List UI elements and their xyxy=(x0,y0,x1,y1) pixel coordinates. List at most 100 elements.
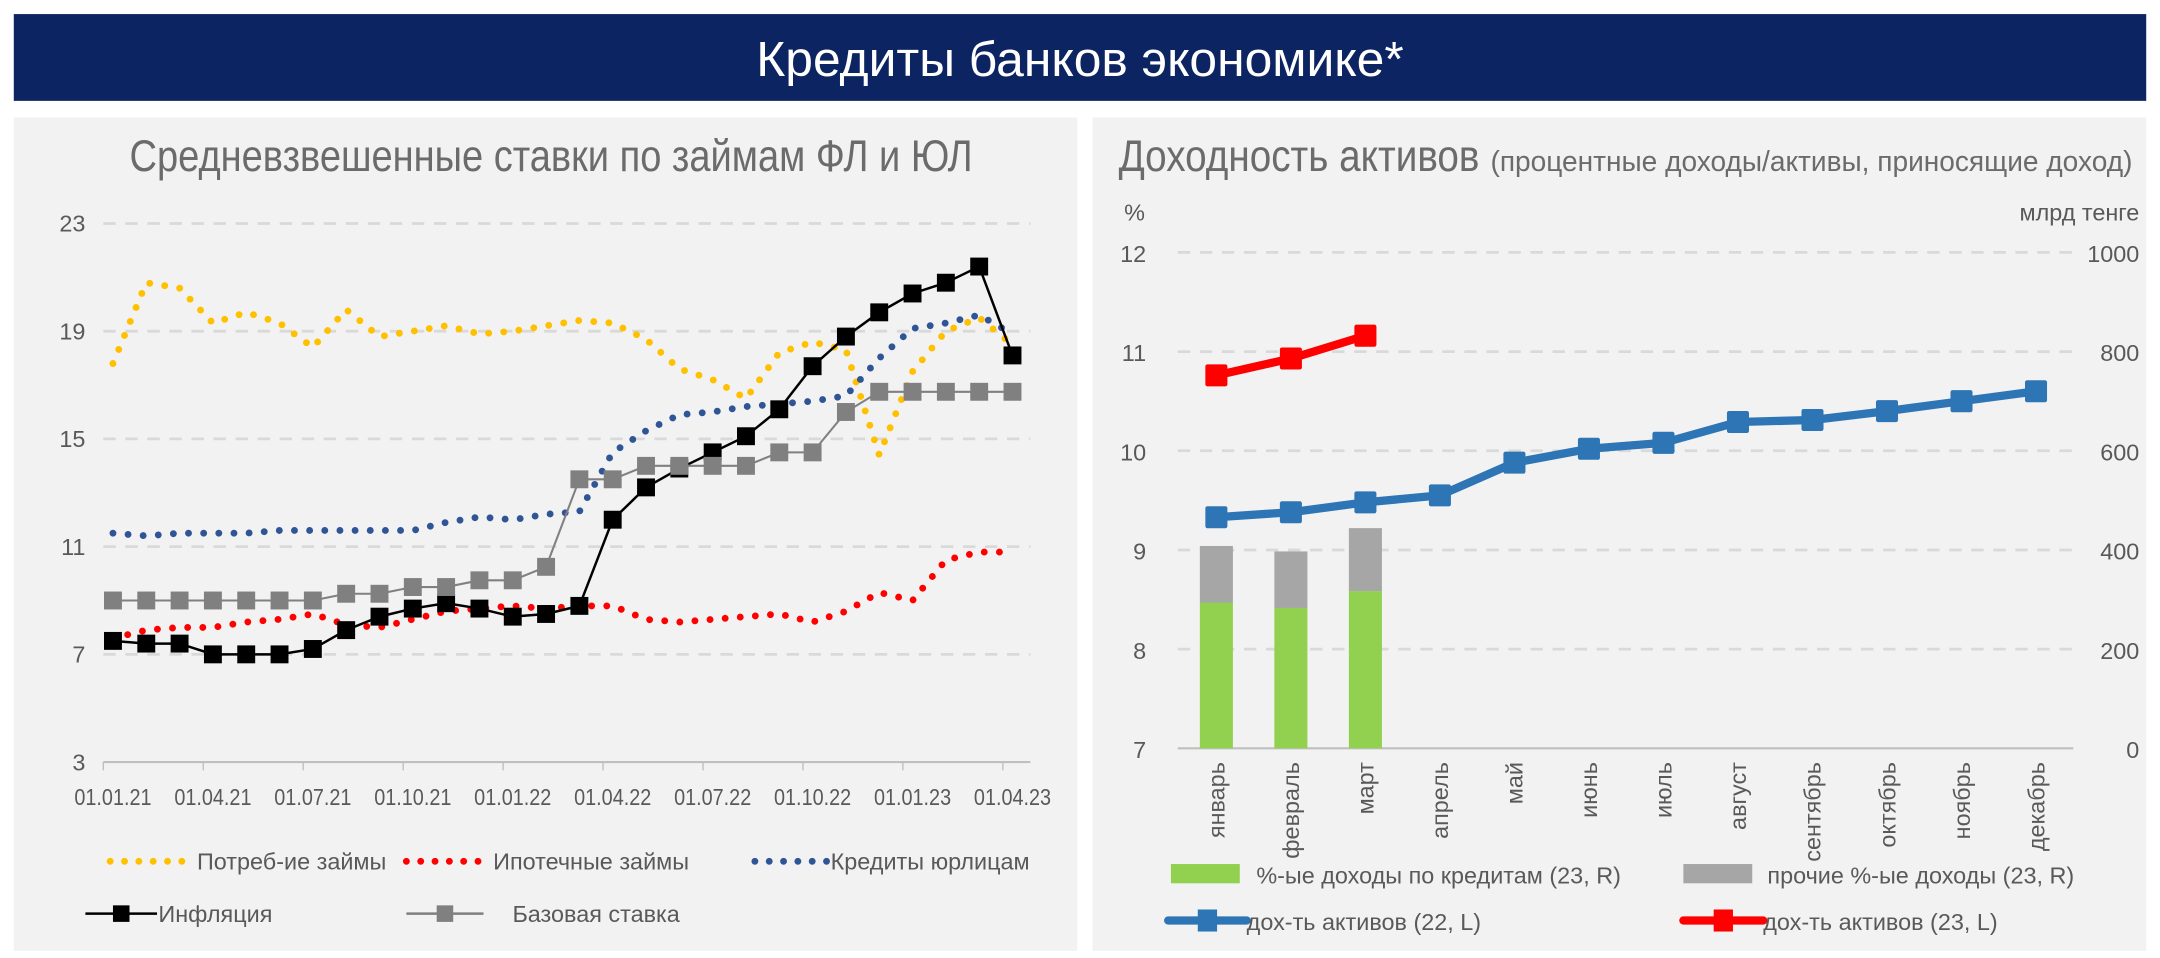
data-point xyxy=(1003,346,1022,365)
x-category-label: март xyxy=(1353,762,1379,815)
data-point xyxy=(603,510,622,529)
data-point xyxy=(303,640,322,658)
legend-label: прочие %-ые доходы (23, R) xyxy=(1767,862,2074,888)
data-point xyxy=(703,443,722,462)
series-line-1 xyxy=(109,548,1016,642)
data-point xyxy=(370,584,389,603)
data-point xyxy=(270,645,289,664)
data-point xyxy=(137,591,156,610)
data-point xyxy=(303,591,322,610)
line-series-0 xyxy=(1216,387,2037,522)
data-point xyxy=(870,382,889,401)
left-y-tick-label: 10 xyxy=(1120,439,1146,465)
x-category-label: май xyxy=(1502,762,1528,804)
legend-label: Инфляция xyxy=(158,901,272,927)
data-point xyxy=(403,578,422,596)
data-point xyxy=(470,571,489,590)
legend-marker xyxy=(112,905,130,922)
data-point xyxy=(237,645,256,664)
data-point xyxy=(1875,400,1899,423)
x-category-label: октябрь xyxy=(1874,762,1900,848)
data-point xyxy=(936,382,955,401)
data-point xyxy=(1428,484,1451,507)
data-point xyxy=(170,591,189,610)
data-point xyxy=(903,284,922,303)
data-point xyxy=(737,456,755,475)
data-point xyxy=(337,621,356,640)
data-point xyxy=(503,571,522,590)
data-point xyxy=(237,591,256,610)
x-category-label: август xyxy=(1725,762,1751,830)
data-point xyxy=(1003,382,1022,401)
right-y-tick-label: 600 xyxy=(2100,439,2139,465)
y-tick-label: 19 xyxy=(59,318,85,344)
data-point xyxy=(970,257,989,276)
data-point xyxy=(437,578,456,596)
data-point xyxy=(1354,491,1377,514)
x-category-label: декабрь xyxy=(2023,762,2049,851)
left-y-tick-label: 11 xyxy=(1122,340,1146,366)
data-point xyxy=(803,357,822,376)
data-point xyxy=(437,594,456,613)
x-tick-label: 01.01.22 xyxy=(474,784,551,810)
data-point xyxy=(104,631,122,650)
y-tick-label: 23 xyxy=(59,211,85,237)
legend-marker xyxy=(1197,909,1218,932)
legend-label: Ипотечные займы xyxy=(493,849,689,875)
left-axis-label: % xyxy=(1124,200,1145,226)
data-point xyxy=(836,327,855,346)
x-tick-label: 01.04.22 xyxy=(574,784,651,810)
data-point xyxy=(770,443,789,462)
x-tick-label: 01.04.21 xyxy=(174,784,251,810)
chart-title: Средневзвешенные ставки по займам ФЛ и Ю… xyxy=(129,132,972,181)
left-y-tick-label: 8 xyxy=(1133,638,1146,664)
left-y-tick-label: 9 xyxy=(1133,539,1146,565)
chart-subtitle: (процентные доходы/активы, приносящие до… xyxy=(1491,146,2133,178)
series-line-0 xyxy=(109,278,1016,466)
data-point xyxy=(603,470,622,489)
x-tick-label: 01.07.21 xyxy=(274,784,351,810)
x-category-label: июнь xyxy=(1576,762,1602,818)
y-tick-label: 3 xyxy=(72,749,85,775)
data-point xyxy=(537,557,556,576)
data-point xyxy=(170,634,189,653)
legend-label: Базовая ставка xyxy=(512,901,680,927)
right-y-tick-label: 400 xyxy=(2100,539,2139,565)
data-point xyxy=(670,456,689,475)
y-tick-label: 15 xyxy=(59,426,85,452)
data-point xyxy=(470,599,489,618)
legend-swatch xyxy=(1683,864,1753,884)
data-point xyxy=(936,273,955,292)
series-line-3 xyxy=(112,264,1014,656)
bar-0 xyxy=(1274,607,1308,749)
asset-yield-chart: Доходность активов (процентные доходы/ак… xyxy=(1119,132,2140,935)
data-point xyxy=(1205,506,1228,529)
legend-swatch xyxy=(1170,864,1240,884)
data-point xyxy=(1279,347,1302,370)
legend-marker xyxy=(1713,909,1733,932)
page-title: Кредиты банков экономике* xyxy=(756,31,1403,87)
x-tick-label: 01.04.23 xyxy=(974,784,1051,810)
data-point xyxy=(1205,364,1228,387)
legend-label: дох-ть активов (22, L) xyxy=(1247,909,1481,935)
right-axis-label: млрд тенге xyxy=(2019,200,2139,226)
right-panel xyxy=(1092,117,2147,951)
left-y-tick-label: 12 xyxy=(1120,241,1146,267)
data-point xyxy=(570,596,589,615)
data-point xyxy=(870,303,889,322)
data-point xyxy=(1503,451,1526,474)
bar-0 xyxy=(1199,602,1233,749)
data-point xyxy=(970,382,989,401)
bar-0 xyxy=(1348,591,1382,749)
data-point xyxy=(1726,410,1749,434)
data-point xyxy=(1652,431,1675,454)
data-point xyxy=(137,634,156,653)
data-point xyxy=(803,443,822,462)
x-tick-label: 01.07.22 xyxy=(674,784,751,810)
y-tick-label: 11 xyxy=(61,534,85,560)
data-point xyxy=(770,400,789,419)
data-point xyxy=(337,584,356,603)
data-point xyxy=(503,607,522,626)
data-point xyxy=(836,403,855,421)
legend-label: Кредиты юрлицам xyxy=(831,849,1030,875)
